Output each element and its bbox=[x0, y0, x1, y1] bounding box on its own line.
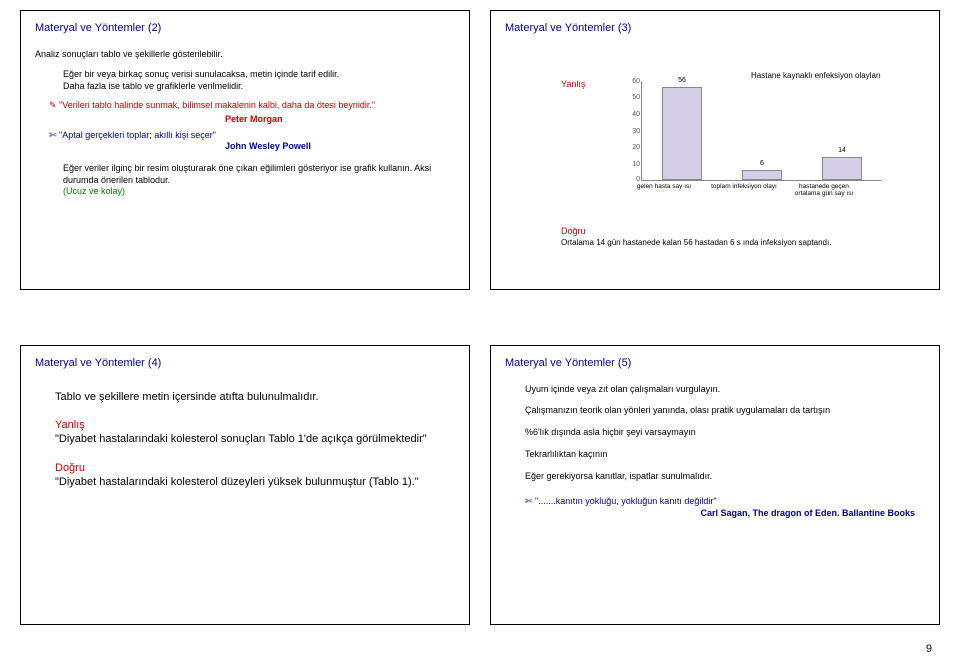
ytick: 20 bbox=[628, 143, 640, 152]
right-text: Ortalama 14 gün hastanede kalan 56 hasta… bbox=[561, 238, 831, 248]
slide-4-body: Uyum içinde veya zıt olan çalışmaları vu… bbox=[505, 384, 925, 520]
wrong-label: Yanlış bbox=[35, 418, 455, 432]
author-1: Peter Morgan bbox=[35, 114, 455, 126]
quote-2: ✄ "Aptal gerçekleri toplar; akıllı kişi … bbox=[35, 130, 455, 142]
page: Materyal ve Yöntemler (2) Analiz sonuçla… bbox=[0, 0, 960, 659]
slide-2: Materyal ve Yöntemler (3) Yanlış Hastane… bbox=[490, 10, 940, 290]
ytick: 10 bbox=[628, 160, 640, 169]
xcat-1: gelen hasta say ısı bbox=[629, 183, 699, 190]
ytick: 50 bbox=[628, 93, 640, 102]
heading: Tablo ve şekillere metin içersinde atıft… bbox=[35, 390, 455, 404]
bar-2-value: 6 bbox=[742, 159, 782, 168]
line-5: Eğer gerekiyorsa kanıtlar, ispatlar sunu… bbox=[525, 471, 925, 483]
ytick: 30 bbox=[628, 127, 640, 136]
quote-2-text: "Aptal gerçekleri toplar; akıllı kişi se… bbox=[59, 130, 216, 140]
right-label: Doğru bbox=[35, 461, 455, 475]
ytick: 60 bbox=[628, 77, 640, 86]
quote-1: ✎ "Verileri tablo halinde sunmak, bilims… bbox=[35, 100, 455, 112]
bar-2 bbox=[742, 170, 782, 180]
ytick: 40 bbox=[628, 110, 640, 119]
chart-area: 60 50 40 30 20 10 0 56 6 14 bbox=[641, 81, 881, 181]
slide-title: Materyal ve Yöntemler (4) bbox=[35, 356, 455, 370]
slide-3: Materyal ve Yöntemler (4) Tablo ve şekil… bbox=[20, 345, 470, 625]
slide-title: Materyal ve Yöntemler (2) bbox=[35, 21, 455, 35]
bar-3 bbox=[822, 157, 862, 180]
wrong-label: Yanlış bbox=[561, 79, 585, 91]
right-text: "Diyabet hastalarındaki kolesterol düzey… bbox=[35, 475, 455, 489]
chart-title: Hastane kaynaklı enfeksiyon olayları bbox=[751, 71, 881, 81]
wrong-text: "Diyabet hastalarındaki kolesterol sonuç… bbox=[35, 432, 455, 446]
slide-4: Materyal ve Yöntemler (5) Uyum içinde ve… bbox=[490, 345, 940, 625]
line-3: %6'lık dışında asla hiçbir şeyi varsayma… bbox=[525, 427, 925, 439]
line-1: Uyum içinde veya zıt olan çalışmaları vu… bbox=[525, 384, 925, 396]
footnote: (Ucuz ve kolay) bbox=[35, 186, 455, 198]
line-4: Tekrarlılıktan kaçının bbox=[525, 449, 925, 461]
bar-chart: Hastane kaynaklı enfeksiyon olayları 60 … bbox=[621, 71, 911, 211]
slide-1: Materyal ve Yöntemler (2) Analiz sonuçla… bbox=[20, 10, 470, 290]
quote-author: Carl Sagan, The dragon of Eden. Ballanti… bbox=[525, 508, 925, 520]
quote-text: ".......kanıtın yokluğu, yokluğun kanıtı… bbox=[535, 496, 717, 506]
quote-1-text: "Verileri tablo halinde sunmak, bilimsel… bbox=[59, 100, 375, 110]
xcat-2: toplam infeksiyon olayı bbox=[709, 183, 779, 190]
line-2: Çalışmanızın teorik olan yönleri yanında… bbox=[525, 405, 925, 417]
slide-title: Materyal ve Yöntemler (5) bbox=[505, 356, 925, 370]
text-intro: Analiz sonuçları tablo ve şekillerle gös… bbox=[35, 49, 455, 61]
page-number: 9 bbox=[926, 643, 932, 655]
bullet-1: Eğer bir veya birkaç sonuç verisi sunula… bbox=[35, 69, 455, 81]
bullet-2: Daha fazla ise tablo ve grafiklerle veri… bbox=[35, 81, 455, 93]
xcat-3: hastanede geçen ortalama gün say ısı bbox=[789, 183, 859, 197]
right-label: Doğru bbox=[561, 226, 831, 238]
bar-1-value: 56 bbox=[662, 76, 702, 85]
bar-1 bbox=[662, 87, 702, 180]
paragraph-2: Eğer veriler ilginç bir resim oluşturara… bbox=[35, 163, 455, 186]
author-2: John Wesley Powell bbox=[35, 141, 455, 153]
slide-title: Materyal ve Yöntemler (3) bbox=[505, 21, 925, 35]
bar-3-value: 14 bbox=[822, 146, 862, 155]
quote: ✄ ".......kanıtın yokluğu, yokluğun kanı… bbox=[525, 496, 925, 508]
